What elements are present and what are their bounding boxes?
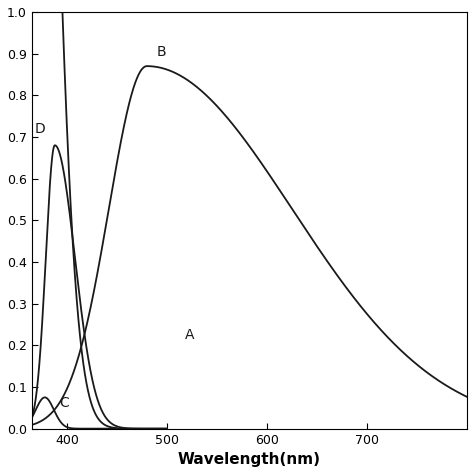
X-axis label: Wavelength(nm): Wavelength(nm): [178, 452, 321, 467]
Text: C: C: [59, 396, 69, 410]
Text: D: D: [35, 122, 46, 136]
Text: B: B: [157, 45, 166, 59]
Text: A: A: [185, 328, 194, 342]
